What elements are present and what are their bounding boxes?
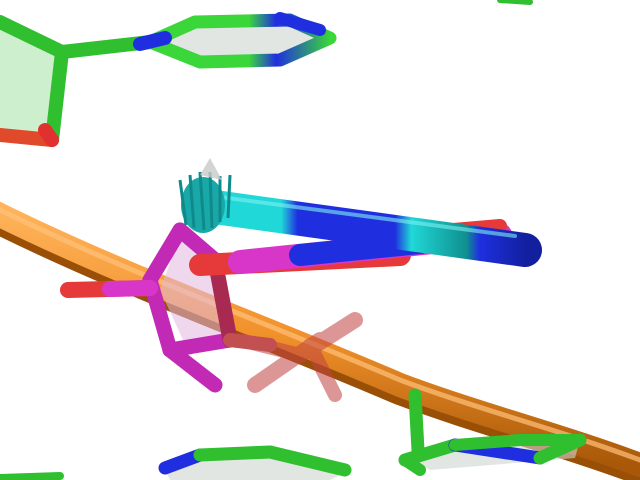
- top-left-sugar-ring: [0, 15, 157, 147]
- bottom-left-base-ring: [0, 445, 352, 480]
- top-base-ring: [133, 0, 533, 69]
- cyan-base: [178, 158, 542, 267]
- bottom-right-base-ring: [398, 388, 587, 476]
